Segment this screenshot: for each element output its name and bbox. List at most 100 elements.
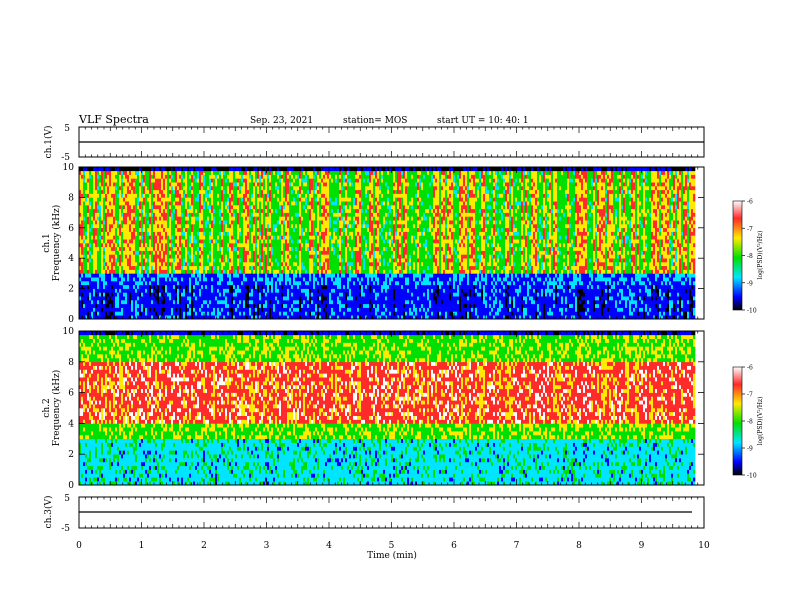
spectrogram-cell [85, 300, 87, 304]
spectrogram-cell [97, 273, 99, 277]
spectrogram-cell [107, 220, 109, 224]
spectrogram-cell [135, 270, 137, 274]
spectrogram-cell [123, 285, 125, 289]
spectrogram-cell [117, 254, 119, 258]
spectrogram-cell [107, 308, 109, 312]
spectrogram-cell [93, 300, 95, 304]
spectrogram-cell [95, 205, 97, 209]
spectrogram-cell [89, 311, 91, 315]
spectrogram-cell [83, 182, 85, 186]
spectrogram-cell [123, 228, 125, 232]
spectrogram-cell [133, 178, 135, 182]
spectrogram-cell [93, 289, 95, 293]
spectrogram-cell [105, 235, 107, 239]
spectrogram-cell [103, 243, 105, 247]
spectrogram-cell [91, 296, 93, 300]
spectrogram-cell [109, 262, 111, 266]
spectrogram-cell [105, 300, 107, 304]
spectrogram-cell [119, 213, 121, 217]
spectrogram-cell [121, 292, 123, 296]
spectrogram-cell [87, 201, 89, 205]
spectrogram-cell [113, 171, 115, 175]
spectrogram-cell [111, 213, 113, 217]
spectrogram-cell [121, 232, 123, 236]
spectrogram-cell [105, 266, 107, 270]
spectrogram-cell [101, 273, 103, 277]
spectrogram-cell [95, 300, 97, 304]
ch1-ytick-bottom: -5 [61, 153, 70, 163]
spectrogram-cell [111, 228, 113, 232]
spectrogram-cell [111, 254, 113, 258]
spectrogram-cell [115, 292, 117, 296]
spectrogram-cell [123, 311, 125, 315]
spectrogram-cell [101, 304, 103, 308]
spectrogram-cell [115, 277, 117, 281]
spectrogram-cell [95, 285, 97, 289]
spectrogram-cell [91, 289, 93, 293]
spectrogram-cell [139, 281, 141, 285]
spectrogram-cell [115, 171, 117, 175]
spectrogram-cell [99, 209, 101, 213]
spectrogram-cell [99, 201, 101, 205]
spectrogram-cell [111, 232, 113, 236]
spectrogram-cell [95, 304, 97, 308]
spectrogram-cell [117, 213, 119, 217]
spectrogram-cell [135, 171, 137, 175]
spectrogram-cell [127, 270, 129, 274]
start-time-label: start UT = 10: 40: 1 [437, 116, 529, 126]
spectrogram-cell [131, 258, 133, 262]
spectrogram-cell [131, 239, 133, 243]
spectrogram-cell [115, 186, 117, 190]
spectrogram-cell [137, 175, 139, 179]
spectrogram-cell [99, 296, 101, 300]
spectrogram-cell [137, 281, 139, 285]
spectrogram-cell [107, 190, 109, 194]
spectrogram-cell [105, 171, 107, 175]
spectrogram-cell [117, 175, 119, 179]
spectrogram-cell [111, 262, 113, 266]
spectrogram-cell [107, 182, 109, 186]
spectrogram-cell [91, 304, 93, 308]
spectrogram-cell [117, 296, 119, 300]
spectrogram-cell [105, 220, 107, 224]
spectrogram-cell [125, 247, 127, 251]
spectrogram-cell [91, 270, 93, 274]
spectrogram-cell [81, 201, 83, 205]
spectrogram-cell [123, 167, 125, 171]
spectrogram-cell [111, 220, 113, 224]
spectrogram-cell [125, 304, 127, 308]
spectrogram-cell [101, 239, 103, 243]
spectrogram-cell [131, 311, 133, 315]
spectrogram-cell [109, 220, 111, 224]
spectrogram-cell [137, 300, 139, 304]
spectrogram-cell [115, 224, 117, 228]
spectrogram-cell [115, 251, 117, 255]
spectrogram-cell [115, 239, 117, 243]
spectrogram-cell [127, 308, 129, 312]
spectrogram-cell [81, 281, 83, 285]
spectrogram-cell [131, 190, 133, 194]
spectrogram-cell [109, 213, 111, 217]
spectrogram-cell [135, 251, 137, 255]
spectrogram-cell [127, 220, 129, 224]
spectrogram-cell [109, 300, 111, 304]
spectrogram-cell [107, 304, 109, 308]
spectrogram-cell [119, 296, 121, 300]
spectrogram-cell [105, 182, 107, 186]
spectrogram-cell [139, 285, 141, 289]
spectrogram-cell [109, 197, 111, 201]
spectrogram-cell [113, 197, 115, 201]
spectrogram-cell [131, 213, 133, 217]
spectrogram-cell [115, 190, 117, 194]
spectrogram-cell [137, 216, 139, 220]
spectrogram-cell [135, 235, 137, 239]
spectrogram-cell [83, 220, 85, 224]
spectrogram-cell [113, 296, 115, 300]
spectrogram-cell [107, 232, 109, 236]
spectrogram-cell [117, 167, 119, 171]
spectrogram-cell [109, 289, 111, 293]
spectrogram-cell [135, 266, 137, 270]
spectrogram-cell [97, 201, 99, 205]
spectrogram-cell [91, 216, 93, 220]
spectrogram-cell [87, 209, 89, 213]
